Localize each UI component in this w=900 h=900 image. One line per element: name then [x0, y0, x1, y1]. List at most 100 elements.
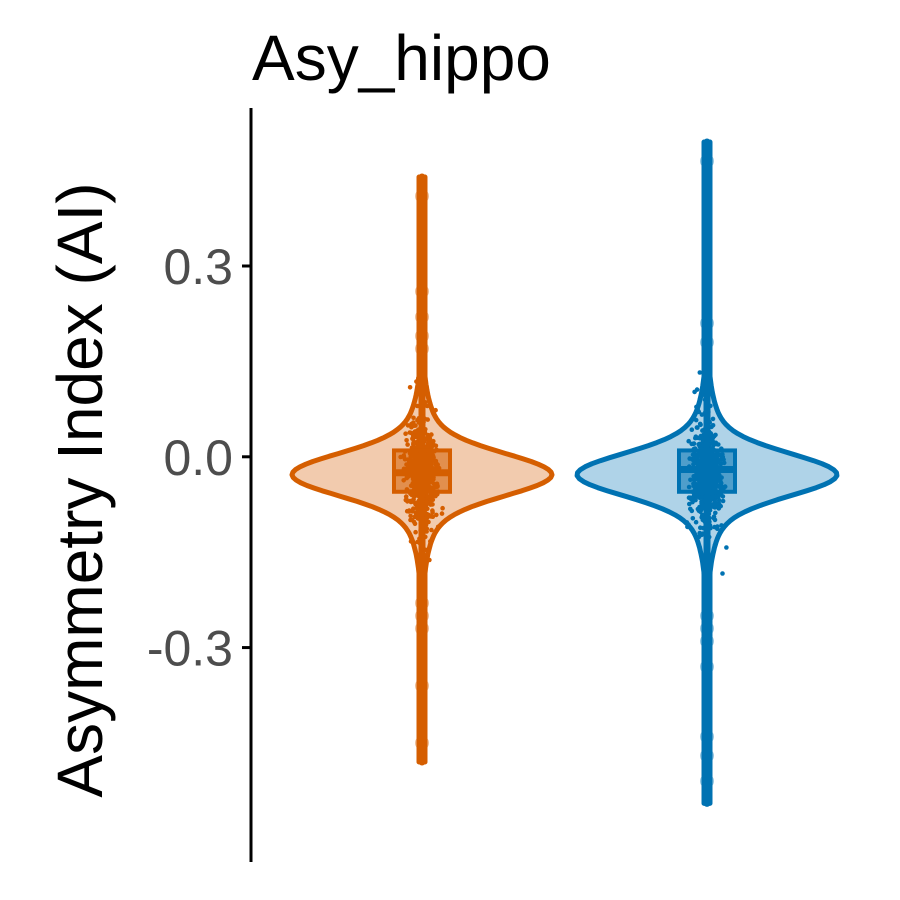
data-point	[693, 417, 699, 423]
data-point	[407, 533, 413, 538]
violins	[289, 138, 840, 807]
data-point	[699, 412, 705, 417]
data-point	[710, 440, 715, 446]
y-axis-ticks: 0.3 0.0 -0.3	[147, 239, 251, 677]
outlier-point	[700, 316, 714, 331]
data-point	[413, 529, 418, 535]
data-point	[404, 497, 409, 503]
data-point	[700, 512, 705, 518]
data-point	[423, 534, 428, 540]
data-point	[416, 427, 421, 432]
data-point	[703, 365, 708, 371]
data-point	[418, 551, 423, 556]
data-point	[720, 571, 725, 576]
data-point	[425, 441, 431, 446]
data-point	[687, 501, 692, 507]
outlier-point	[415, 189, 429, 204]
data-point	[708, 403, 713, 409]
outlier-point	[700, 634, 714, 649]
data-point	[430, 509, 435, 515]
outlier-point	[700, 335, 714, 350]
data-point	[413, 423, 418, 428]
data-point	[724, 545, 729, 550]
data-point	[420, 404, 425, 410]
data-point	[431, 438, 436, 444]
data-point	[693, 519, 699, 525]
data-point	[418, 559, 424, 565]
data-point	[702, 397, 708, 403]
data-point	[710, 416, 716, 422]
data-point	[411, 440, 416, 446]
data-point	[697, 397, 703, 403]
data-point	[423, 519, 429, 524]
data-point	[714, 501, 719, 506]
data-point	[715, 524, 720, 529]
data-point	[405, 423, 411, 428]
data-point	[686, 495, 692, 501]
y-tick-label: 0.3	[163, 239, 233, 295]
data-point	[422, 436, 428, 442]
data-point	[415, 403, 420, 409]
data-point	[689, 427, 695, 433]
data-point	[699, 501, 704, 506]
data-point	[698, 525, 703, 530]
data-point	[415, 539, 420, 545]
outlier-point	[415, 329, 429, 343]
data-point	[696, 534, 702, 540]
data-point	[409, 517, 415, 523]
data-point	[424, 499, 429, 505]
data-point	[403, 431, 408, 437]
data-point	[707, 593, 713, 598]
data-point	[409, 424, 414, 430]
data-point	[691, 497, 696, 502]
data-point	[695, 408, 701, 413]
data-point	[711, 433, 717, 439]
data-point	[700, 428, 705, 433]
data-point	[408, 539, 414, 544]
data-point	[416, 420, 422, 425]
data-point	[698, 433, 704, 439]
data-point	[429, 537, 435, 542]
data-point	[433, 443, 439, 449]
data-point	[430, 502, 435, 507]
outlier-point	[700, 729, 714, 744]
outlier-point	[415, 608, 429, 623]
data-point	[424, 529, 429, 534]
outlier-point	[700, 659, 714, 674]
data-point	[434, 512, 439, 518]
data-point	[429, 527, 434, 533]
data-point	[693, 434, 699, 440]
data-point	[433, 407, 438, 413]
y-tick-label: -0.3	[147, 621, 233, 677]
y-axis-label: Asymmetry Index (AI)	[44, 182, 116, 797]
data-point	[427, 557, 432, 563]
data-point	[710, 502, 715, 507]
outlier-point	[415, 621, 429, 636]
chart-title: Asy_hippo	[252, 22, 551, 94]
data-point	[425, 495, 430, 500]
outlier-point	[415, 309, 429, 324]
data-point	[697, 421, 703, 427]
data-point	[411, 415, 416, 421]
data-point	[714, 407, 720, 412]
data-point	[416, 376, 421, 381]
data-point	[697, 370, 703, 375]
outlier-point	[700, 621, 714, 636]
data-point	[422, 400, 428, 405]
data-point	[412, 514, 418, 520]
data-point	[719, 523, 724, 528]
data-point	[703, 393, 708, 399]
data-point	[426, 512, 431, 518]
data-point	[720, 498, 726, 504]
outlier-point	[700, 774, 714, 789]
data-point	[697, 530, 702, 536]
data-point	[435, 524, 441, 530]
data-point	[404, 438, 409, 443]
data-point	[693, 493, 698, 498]
data-point	[410, 499, 416, 504]
data-point	[694, 425, 700, 430]
outlier-point	[415, 678, 429, 693]
data-point	[410, 509, 415, 514]
data-point	[423, 547, 428, 553]
